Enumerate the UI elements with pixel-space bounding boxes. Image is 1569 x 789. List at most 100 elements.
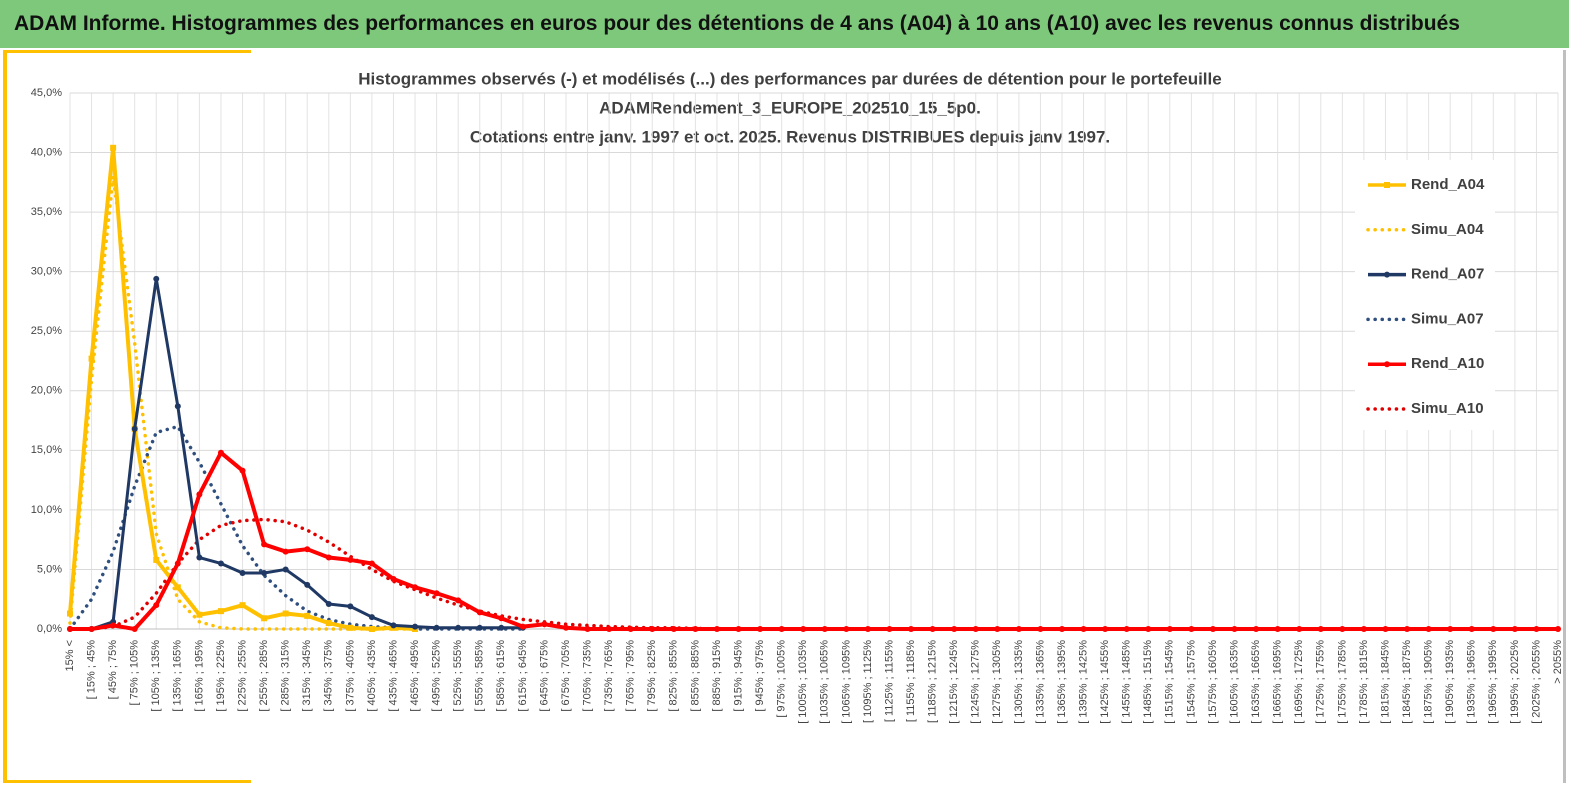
marker xyxy=(325,620,332,627)
x-tick-label: [ 465% ; 495% xyxy=(409,640,421,712)
x-tick-label: [ 1875% ; 1905% xyxy=(1423,640,1435,724)
marker xyxy=(412,584,419,591)
marker xyxy=(1123,626,1130,632)
marker xyxy=(800,626,807,632)
x-tick-label: [ 705% ; 735% xyxy=(581,640,593,712)
marker xyxy=(1145,626,1152,632)
marker xyxy=(1339,626,1346,632)
marker xyxy=(1188,626,1195,632)
frame-edge xyxy=(1563,50,1566,783)
marker xyxy=(1166,626,1173,632)
marker xyxy=(88,355,95,362)
x-tick-label: [ 1785% ; 1815% xyxy=(1358,640,1370,724)
y-tick-label: 10,0% xyxy=(31,504,62,516)
marker xyxy=(110,622,117,629)
marker xyxy=(261,615,268,622)
x-tick-label: [ 1695% ; 1725% xyxy=(1293,640,1305,724)
x-tick-label: [ 495% ; 525% xyxy=(431,640,443,712)
marker xyxy=(196,491,203,498)
marker xyxy=(541,621,548,628)
marker xyxy=(304,581,311,588)
marker xyxy=(1468,626,1475,632)
observed-line xyxy=(70,450,1558,631)
marker xyxy=(1533,626,1540,632)
model-line xyxy=(68,174,417,631)
marker xyxy=(929,626,936,632)
frame-accent xyxy=(3,50,251,53)
marker xyxy=(735,626,742,632)
marker xyxy=(153,275,160,282)
marker xyxy=(649,626,656,632)
x-tick-label: [ 405% ; 435% xyxy=(366,640,378,712)
x-tick-label: [ 195% ; 225% xyxy=(215,640,227,712)
chart-title: Histogrammes observés (-) et modélisés (… xyxy=(358,69,1221,88)
x-tick-label: [ 735% ; 765% xyxy=(603,640,615,712)
marker xyxy=(153,602,160,609)
x-tick-label: [ 1425% ; 1455% xyxy=(1099,640,1111,724)
marker xyxy=(304,612,311,619)
frame-accent xyxy=(3,780,251,783)
legend-label: Simu_A04 xyxy=(1411,221,1484,238)
legend-label: Rend_A10 xyxy=(1411,355,1484,372)
marker xyxy=(713,626,720,632)
x-tick-label: [ 255% ; 285% xyxy=(258,640,270,712)
marker xyxy=(67,626,73,632)
x-tick-label: [ 1575% ; 1605% xyxy=(1207,640,1219,724)
y-tick-label: 35,0% xyxy=(31,206,62,218)
x-tick-label: [ 2025% ; 2055% xyxy=(1530,640,1542,724)
chart-title: Cotations entre janv. 1997 et oct. 2025.… xyxy=(470,127,1110,146)
marker xyxy=(196,554,203,561)
x-tick-label: [ 165% ; 195% xyxy=(193,640,205,712)
legend-label: Simu_A10 xyxy=(1411,400,1484,417)
marker xyxy=(390,622,397,629)
legend-marker xyxy=(1384,271,1390,278)
x-tick-label: [ 345% ; 375% xyxy=(323,640,335,712)
marker xyxy=(606,626,613,632)
y-tick-label: 20,0% xyxy=(31,385,62,397)
x-tick-label: [ 975% ; 1005% xyxy=(776,640,788,718)
x-tick-label: [ 1755% ; 1785% xyxy=(1336,640,1348,724)
marker xyxy=(1360,626,1367,632)
marker xyxy=(131,626,138,632)
marker xyxy=(282,610,289,617)
observed-line xyxy=(70,277,523,631)
marker xyxy=(1274,626,1281,632)
marker xyxy=(239,570,246,577)
x-tick-label: [ 15% ; 45% xyxy=(85,640,97,700)
x-tick-label: [ 1365% ; 1395% xyxy=(1056,640,1068,724)
x-tick-label: [ 1635% ; 1665% xyxy=(1250,640,1262,724)
marker xyxy=(584,626,591,632)
marker xyxy=(1425,626,1432,632)
x-tick-label: [ 135% ; 165% xyxy=(172,640,184,712)
marker xyxy=(368,626,375,632)
x-tick-label: [ 45% ; 75% xyxy=(107,640,119,700)
x-tick-label: [ 1845% ; 1875% xyxy=(1401,640,1413,724)
marker xyxy=(347,624,354,631)
marker xyxy=(519,623,526,630)
x-tick-label: [ 1305% ; 1335% xyxy=(1013,640,1025,724)
x-tick-label: [ 555% ; 585% xyxy=(474,640,486,712)
legend-box xyxy=(1355,160,1495,430)
x-tick-label: [ 315% ; 345% xyxy=(301,640,313,712)
x-tick-label: [ 1665% ; 1695% xyxy=(1272,640,1284,724)
marker xyxy=(368,560,375,567)
marker xyxy=(886,626,893,632)
marker xyxy=(412,623,419,630)
x-tick-label: [ 1245% ; 1275% xyxy=(970,640,982,724)
marker xyxy=(692,626,699,632)
marker xyxy=(239,602,246,609)
marker xyxy=(951,626,958,632)
marker xyxy=(476,609,483,616)
marker xyxy=(282,566,289,573)
marker xyxy=(627,626,634,632)
x-tick-label: [ 1155% ; 1185% xyxy=(905,640,917,722)
marker xyxy=(368,614,375,621)
x-tick-label: [ 1995% ; 2025% xyxy=(1509,640,1521,724)
marker xyxy=(1231,626,1238,632)
marker xyxy=(670,626,677,632)
x-tick-label: [ 1035% ; 1065% xyxy=(819,640,831,724)
marker xyxy=(67,610,73,617)
legend-label: Rend_A04 xyxy=(1411,176,1485,193)
x-tick-label: [ 1485% ; 1515% xyxy=(1142,640,1154,724)
